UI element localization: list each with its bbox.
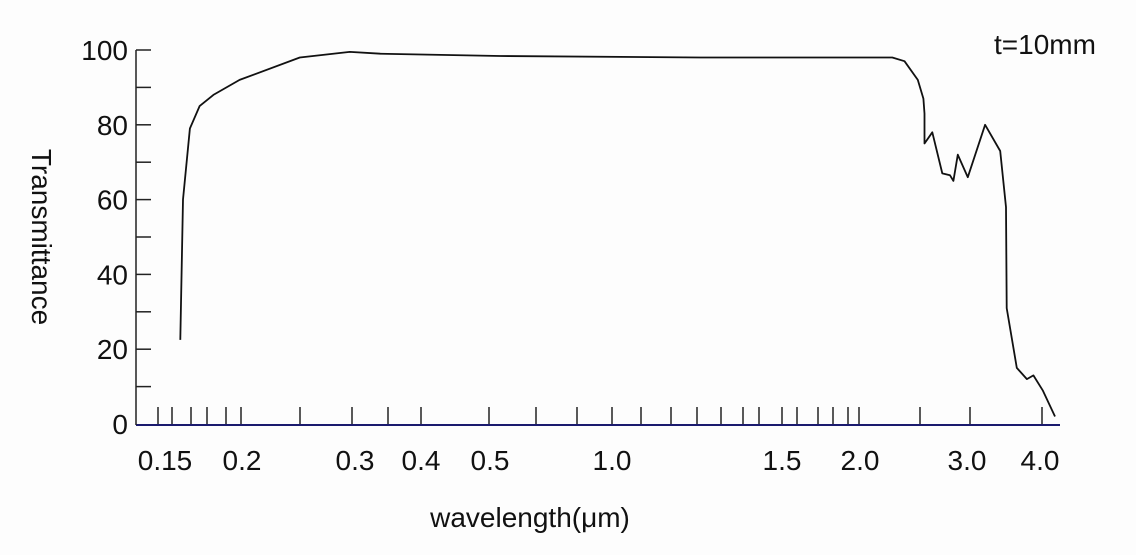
x-tick-label: 1.0 [593, 445, 632, 476]
x-tick-label: 0.15 [138, 445, 193, 476]
x-tick-label: 0.3 [336, 445, 375, 476]
y-tick-label: 100 [81, 35, 128, 66]
x-tick-label: 0.4 [402, 445, 441, 476]
y-tick-label: 0 [112, 409, 128, 440]
y-axis-title: Transmittance [26, 149, 57, 325]
x-tick-label: 4.0 [1021, 445, 1060, 476]
ticks [136, 49, 1043, 424]
x-tick-label: 3.0 [948, 445, 987, 476]
x-tick-label: 2.0 [841, 445, 880, 476]
thickness-annotation: t=10mm [994, 29, 1096, 60]
tick-labels: 0 20 40 60 80 100 0.15 0.2 0.3 0.4 0.5 1.0 1.5 2.0 3.0… [81, 35, 1059, 476]
x-tick-label: 0.2 [223, 445, 262, 476]
y-tick-label: 60 [97, 185, 128, 216]
x-tick-label: 1.5 [763, 445, 802, 476]
transmittance-curve [179, 51, 1056, 417]
axes [135, 50, 1060, 426]
y-tick-label: 40 [97, 259, 128, 290]
x-axis-title: wavelength(μm) [429, 502, 630, 533]
x-tick-label: 0.5 [471, 445, 510, 476]
y-tick-label: 80 [97, 110, 128, 141]
y-tick-label: 20 [97, 334, 128, 365]
